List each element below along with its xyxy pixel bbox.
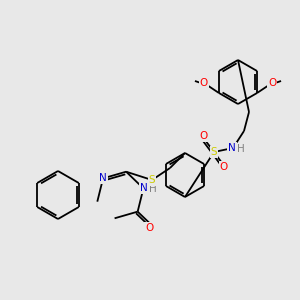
- Text: O: O: [200, 78, 208, 88]
- Text: O: O: [268, 78, 276, 88]
- Text: H: H: [237, 144, 245, 154]
- Text: N: N: [140, 183, 147, 193]
- Text: H: H: [148, 184, 156, 194]
- Text: N: N: [99, 173, 107, 183]
- Text: S: S: [149, 175, 155, 185]
- Text: O: O: [220, 162, 228, 172]
- Text: O: O: [145, 223, 153, 233]
- Text: O: O: [199, 131, 207, 141]
- Text: N: N: [228, 143, 236, 153]
- Text: S: S: [211, 147, 217, 157]
